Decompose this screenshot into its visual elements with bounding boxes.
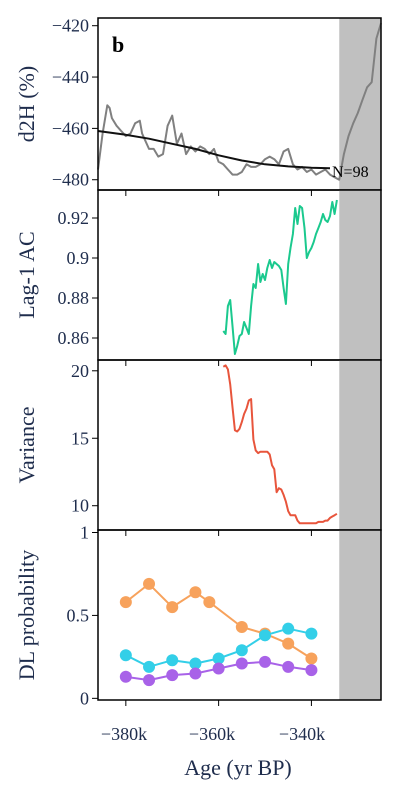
y-tick-label: 0.88	[58, 288, 90, 308]
panel-frame	[97, 189, 382, 361]
data-point-cyan	[305, 627, 318, 640]
data-point-purple	[235, 657, 248, 670]
data-point-orange	[282, 637, 295, 650]
data-point-cyan	[259, 629, 272, 642]
data-point-purple	[259, 655, 272, 668]
data-point-purple	[119, 670, 132, 683]
panel-1: −420 −440 −460 −480 d2H (%)	[14, 16, 382, 196]
y-tick-label: 15	[71, 428, 89, 448]
shaded-region	[339, 530, 381, 700]
panel-4: 0 0.5 1 DL probability	[14, 522, 382, 708]
data-point-purple	[305, 664, 318, 677]
y-tick-label: 20	[71, 361, 89, 381]
x-tick-label: −360k	[189, 724, 235, 744]
shaded-region	[339, 360, 381, 530]
panel-2: 0.86 0.88 0.9 0.92 Lag-1 AC	[14, 189, 382, 366]
data-point-orange	[305, 652, 318, 665]
shaded-region	[339, 190, 381, 360]
y-tick-label: 0.9	[67, 248, 90, 268]
data-point-orange	[143, 577, 156, 590]
y-axis-title: d2H (%)	[14, 66, 39, 142]
panel-frame	[97, 529, 382, 701]
series-line-variance	[222, 364, 338, 525]
data-point-purple	[143, 674, 156, 687]
series-line-lag1	[222, 199, 338, 355]
panel-frame	[97, 359, 382, 531]
data-point-purple	[212, 662, 225, 675]
x-tick-label: −340k	[279, 724, 325, 744]
x-axis-title: Age (yr BP)	[184, 755, 292, 780]
data-point-purple	[189, 667, 202, 680]
y-tick-label: 0	[80, 688, 89, 708]
y-tick-label: −440	[52, 67, 89, 87]
series-line-trend	[97, 130, 331, 170]
data-point-orange	[189, 586, 202, 599]
panels-group: −420 −440 −460 −480 d2H (%) 0.86 0.88 0.9 0.92 La…	[14, 16, 382, 708]
series-line-raw	[97, 22, 382, 181]
data-point-orange	[203, 596, 216, 609]
data-point-cyan	[189, 657, 202, 670]
y-tick-label: −460	[52, 118, 89, 138]
data-point-purple	[166, 669, 179, 682]
n-annotation: N=98	[332, 164, 369, 181]
data-point-cyan	[143, 660, 156, 673]
y-tick-label: 1	[80, 522, 89, 542]
y-tick-label: 0.92	[58, 208, 90, 228]
data-point-cyan	[282, 622, 295, 635]
y-axis-title: DL probability	[14, 550, 39, 681]
data-point-cyan	[212, 652, 225, 665]
y-tick-label: 0.5	[67, 605, 90, 625]
data-point-orange	[119, 596, 132, 609]
y-axis-title: Variance	[14, 407, 39, 484]
y-tick-label: 10	[71, 496, 89, 516]
y-axis-title: Lag-1 AC	[14, 231, 39, 318]
data-point-cyan	[166, 654, 179, 667]
data-point-purple	[282, 660, 295, 673]
y-tick-label: 0.86	[58, 328, 90, 348]
data-point-cyan	[119, 649, 132, 662]
y-tick-label: −480	[52, 170, 89, 190]
y-tick-label: −420	[52, 16, 89, 36]
x-axis: −380k −360k −340k Age (yr BP)	[101, 724, 325, 780]
panel-letter: b	[112, 32, 124, 57]
x-tick-label: −380k	[101, 724, 147, 744]
data-point-orange	[235, 621, 248, 634]
data-point-cyan	[235, 644, 248, 657]
data-point-orange	[166, 601, 179, 614]
panel-3: 10 15 20 Variance	[14, 359, 382, 536]
